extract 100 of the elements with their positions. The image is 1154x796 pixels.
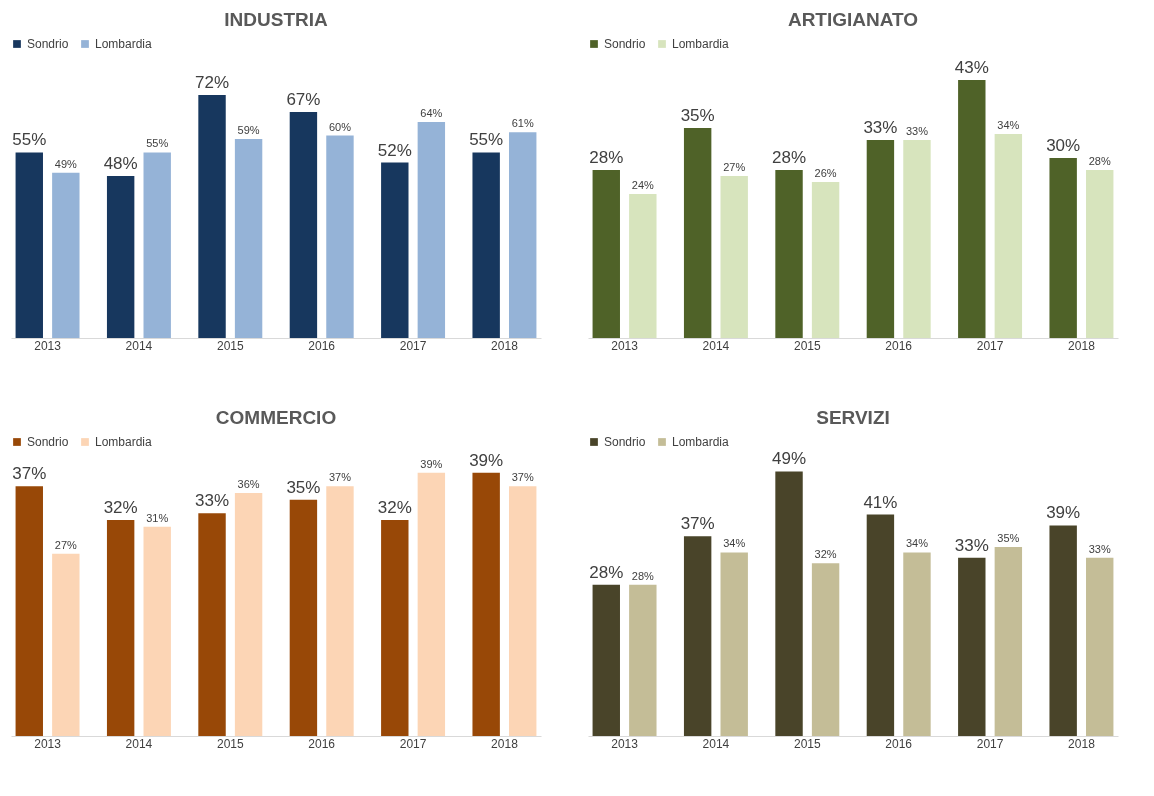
data-label: 59%	[237, 123, 260, 136]
data-label: 67%	[286, 89, 321, 109]
x-tick-label: 2014	[125, 736, 153, 751]
bar	[683, 536, 712, 736]
data-label: 64%	[420, 107, 443, 119]
data-label: 28%	[589, 148, 624, 167]
data-label: 33%	[905, 125, 929, 137]
bar	[143, 526, 171, 736]
data-label: 28%	[772, 148, 807, 167]
data-label: 37%	[680, 514, 715, 534]
x-tick-label: 2013	[611, 736, 639, 751]
data-label: 33%	[1088, 542, 1111, 555]
x-tick-label: 2017	[399, 338, 427, 353]
data-label: 55%	[12, 130, 47, 150]
bar	[866, 514, 895, 736]
bar	[381, 520, 409, 736]
data-label: 28%	[589, 562, 624, 582]
data-label: 39%	[420, 457, 443, 470]
data-label: 31%	[146, 511, 169, 524]
bar	[289, 111, 318, 338]
x-tick-label: 2015	[793, 338, 821, 353]
bar	[720, 176, 748, 338]
data-label: 37%	[12, 464, 47, 484]
data-label: 27%	[723, 161, 746, 173]
x-tick-label: 2017	[399, 736, 427, 751]
legend-label: Sondrio	[27, 435, 69, 449]
x-tick-label: 2016	[308, 736, 336, 751]
data-label: 33%	[954, 535, 989, 555]
x-tick-label: 2014	[702, 736, 730, 751]
x-tick-label: 2017	[976, 736, 1004, 751]
bar	[683, 128, 712, 338]
data-label: 24%	[631, 179, 655, 191]
bar	[958, 80, 986, 338]
bar	[1049, 525, 1077, 736]
legend-label: Sondrio	[604, 37, 646, 51]
x-tick-label: 2013	[34, 736, 62, 751]
bar	[903, 552, 931, 736]
bar	[52, 553, 80, 736]
data-label: 41%	[863, 492, 898, 512]
legend-label: Lombardia	[95, 435, 153, 449]
chart-title: COMMERCIO	[215, 407, 337, 428]
data-label: 27%	[54, 538, 78, 551]
x-tick-label: 2016	[885, 736, 913, 751]
data-label: 30%	[1046, 136, 1081, 155]
bar	[592, 170, 620, 338]
bar	[417, 472, 446, 736]
data-label: 32%	[377, 498, 412, 517]
data-label: 39%	[1046, 503, 1081, 523]
data-label: 49%	[772, 449, 807, 469]
x-tick-label: 2014	[125, 338, 153, 353]
bar	[1086, 170, 1114, 338]
legend-label: Lombardia	[672, 37, 730, 51]
data-label: 33%	[863, 118, 898, 137]
data-label: 61%	[511, 117, 534, 130]
legend-label: Sondrio	[604, 435, 646, 449]
data-label: 33%	[195, 491, 230, 511]
data-label: 39%	[469, 450, 504, 470]
data-label: 26%	[814, 167, 837, 179]
bar	[143, 152, 171, 338]
bar	[106, 520, 135, 736]
bar	[1049, 158, 1077, 338]
x-tick-label: 2018	[1068, 338, 1096, 353]
bar	[1086, 557, 1114, 736]
data-label: 28%	[631, 569, 655, 582]
bar	[592, 584, 620, 736]
data-label: 37%	[511, 471, 534, 484]
bar	[381, 162, 409, 338]
bar	[417, 122, 446, 338]
bar	[994, 134, 1023, 338]
data-label: 52%	[377, 140, 412, 160]
bar	[994, 547, 1023, 736]
bar	[775, 471, 803, 736]
data-label: 48%	[103, 154, 138, 173]
bar	[720, 552, 748, 736]
x-tick-label: 2018	[1068, 736, 1096, 751]
x-tick-label: 2013	[34, 338, 62, 353]
bar	[472, 472, 500, 736]
chart-title: INDUSTRIA	[224, 9, 328, 30]
x-tick-label: 2018	[491, 338, 519, 353]
data-label: 32%	[103, 498, 138, 517]
bar	[472, 152, 500, 338]
bar	[775, 170, 803, 338]
bar	[106, 176, 135, 338]
bar	[811, 563, 840, 736]
legend-label: Sondrio	[27, 37, 69, 51]
x-tick-label: 2013	[611, 338, 639, 353]
data-label: 32%	[814, 548, 837, 561]
bar	[509, 486, 537, 736]
data-label: 35%	[680, 106, 715, 125]
bar	[326, 135, 354, 338]
data-label: 49%	[54, 157, 78, 170]
x-tick-label: 2017	[976, 338, 1004, 353]
chart-title: SERVIZI	[816, 407, 890, 428]
bar	[629, 194, 657, 338]
data-label: 28%	[1088, 155, 1111, 167]
bar	[629, 584, 657, 736]
data-label: 55%	[469, 130, 504, 150]
bar	[198, 95, 226, 338]
x-tick-label: 2016	[885, 338, 913, 353]
data-label: 55%	[146, 137, 169, 150]
